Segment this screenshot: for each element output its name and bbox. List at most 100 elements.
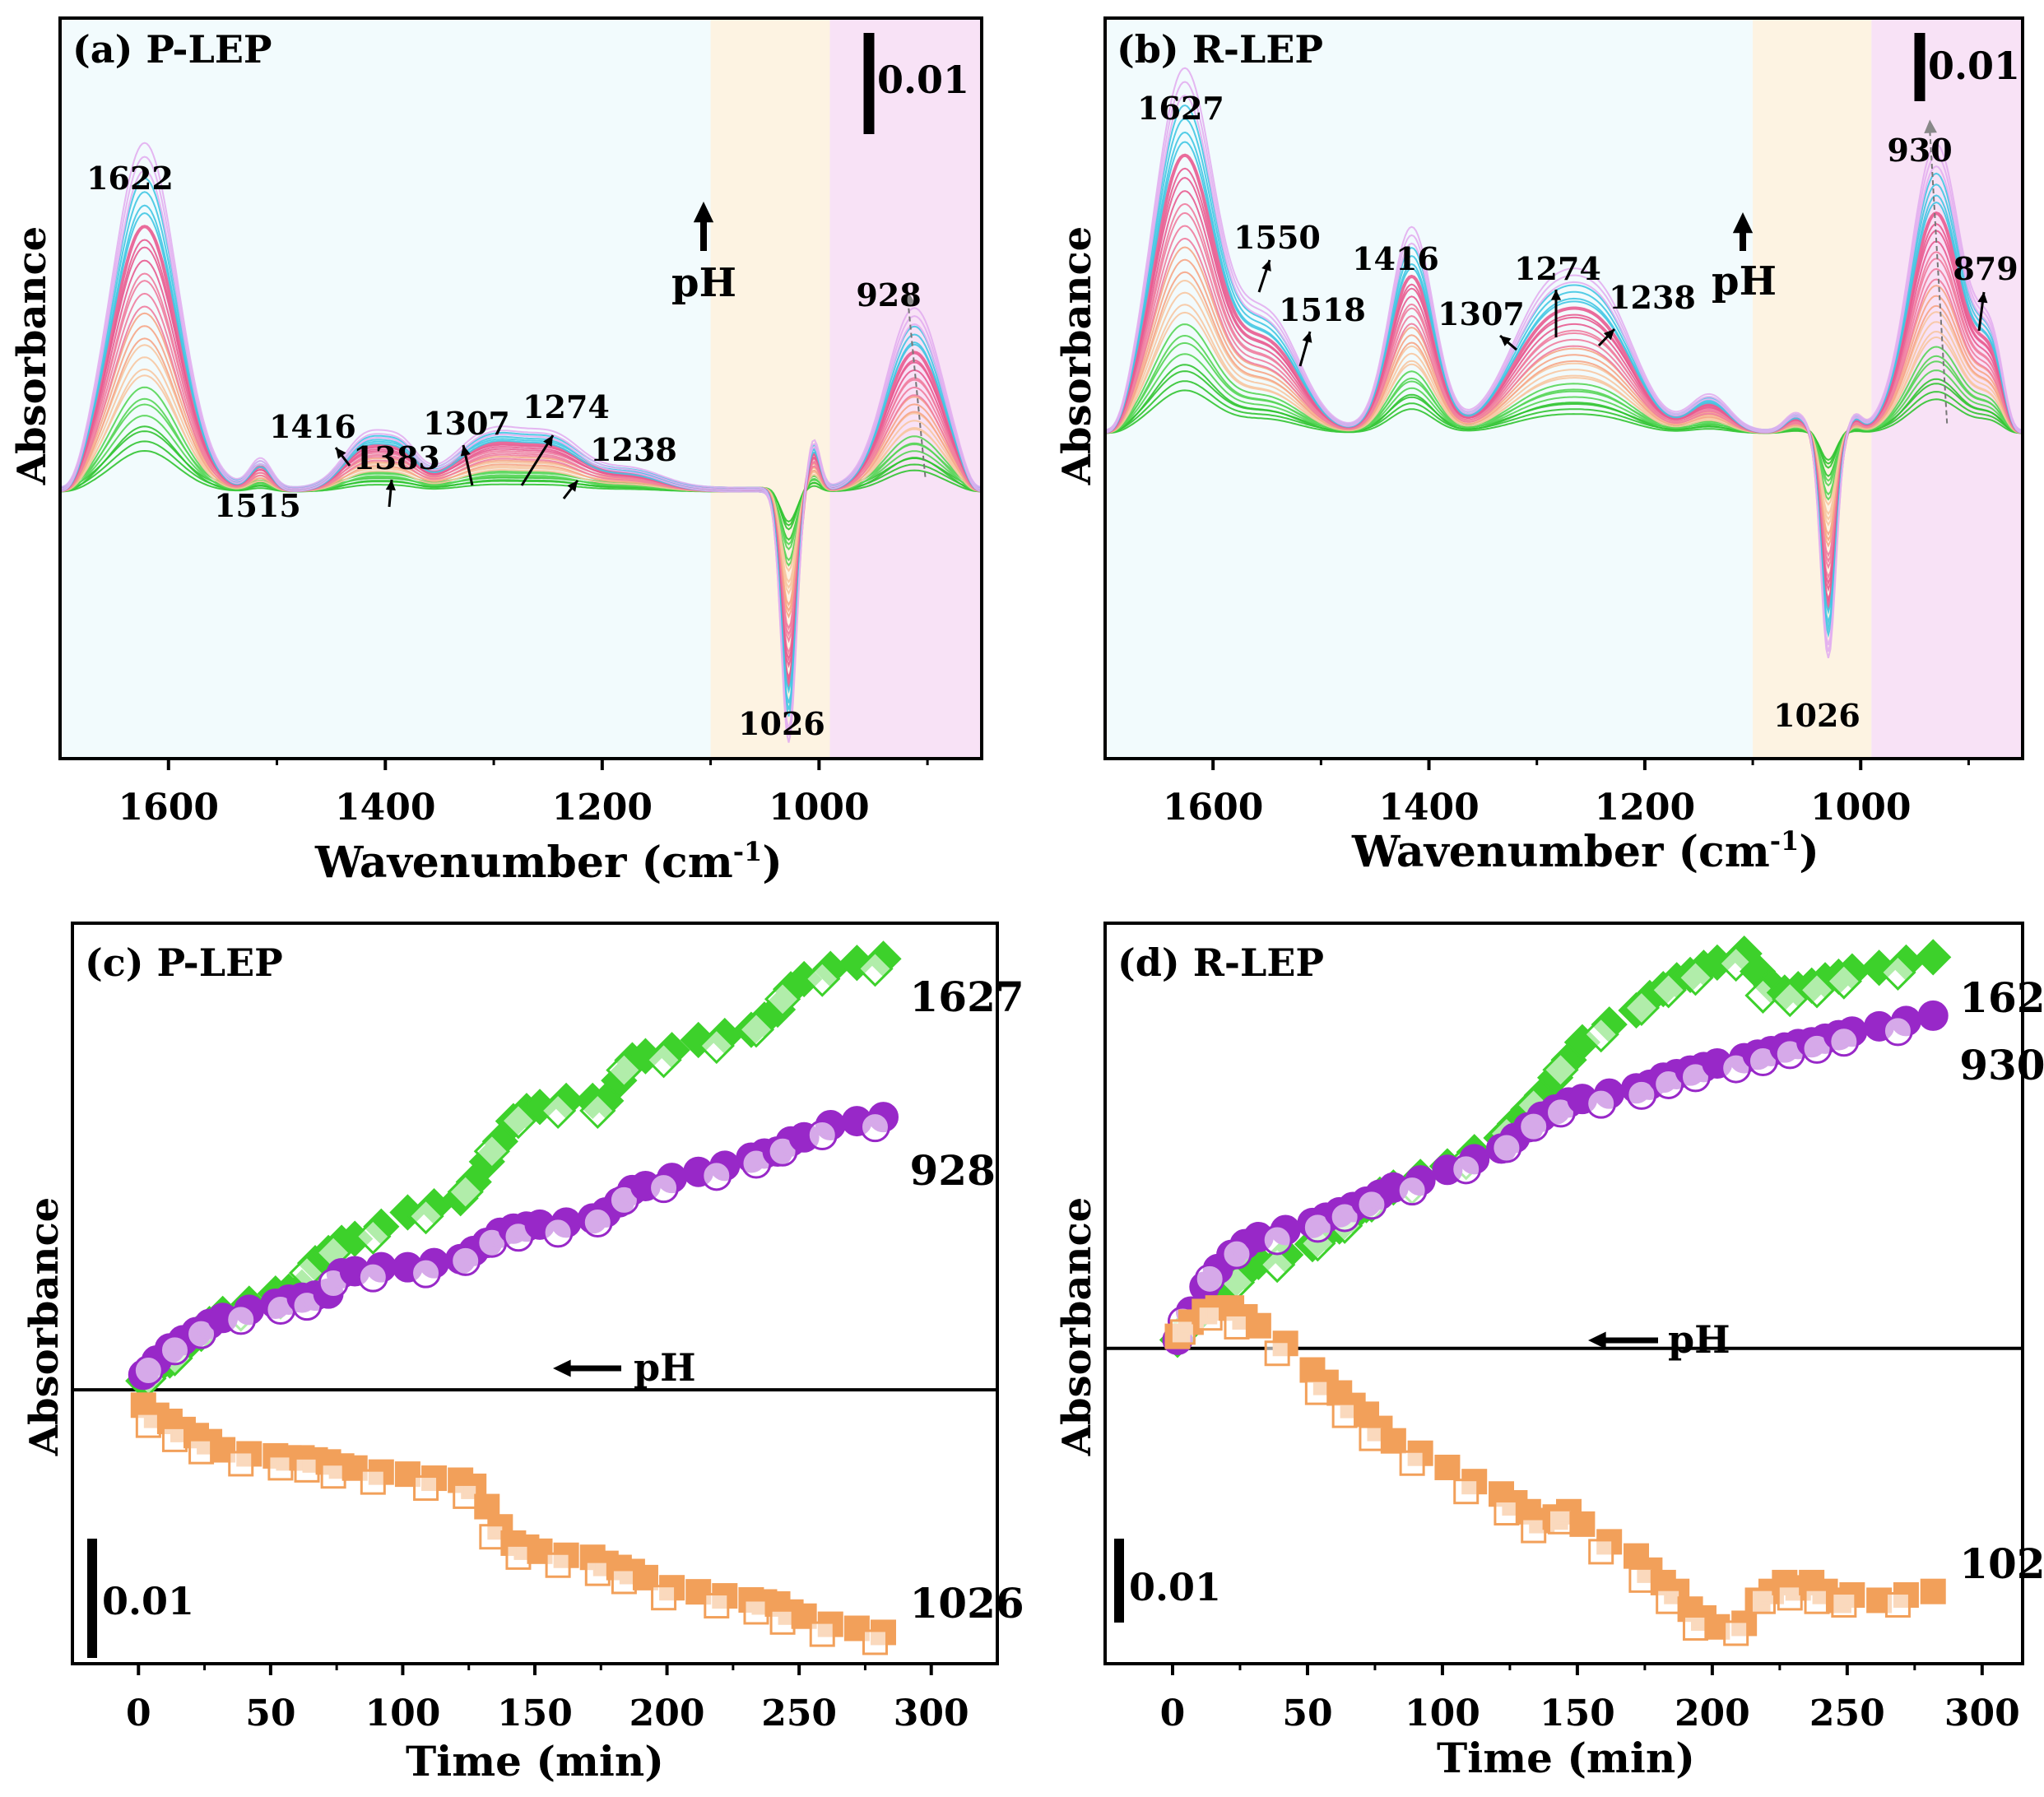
data-point-930-9-open xyxy=(1302,1212,1333,1243)
data-point-1026-9-open xyxy=(267,1455,294,1481)
data-point-930-7-open xyxy=(1261,1224,1293,1256)
x-tick-label-0: 0 xyxy=(1160,1693,1186,1734)
data-point-1026-43-open xyxy=(1884,1591,1911,1618)
data-point-1627-23-open xyxy=(499,1103,537,1140)
data-point-1625-43-open xyxy=(1879,954,1916,991)
data-point-928-31-open xyxy=(648,1172,680,1204)
scale-bar-label: 0.01 xyxy=(877,58,969,102)
data-point-1026-29-open xyxy=(1656,1588,1682,1614)
x-tick-label-6: 300 xyxy=(1944,1693,2020,1734)
peak-label-1550: 1550 xyxy=(1233,219,1321,256)
data-point-930-44-filled xyxy=(1917,1000,1949,1031)
data-point-1625-31-open xyxy=(1677,959,1714,996)
x-tick-label-2: 100 xyxy=(1405,1693,1480,1734)
data-point-1026-25-open xyxy=(1588,1539,1614,1565)
data-point-1026-37-open xyxy=(1777,1585,1803,1611)
data-point-1026-33-open xyxy=(704,1593,730,1619)
plot-frame xyxy=(1103,922,2024,1665)
data-point-1627-35-open xyxy=(737,1011,775,1048)
data-point-928-27-open xyxy=(582,1207,613,1238)
x-tick-label-0: 1600 xyxy=(1163,787,1263,829)
ph-arrow-head xyxy=(1732,212,1754,234)
peak-label-1026: 1026 xyxy=(738,705,825,742)
data-point-1627-21-open xyxy=(473,1133,510,1170)
data-point-1625-25-open xyxy=(1582,1016,1619,1053)
panel-title: (b) R-LEP xyxy=(1117,27,1323,72)
data-point-930-3-open xyxy=(1194,1263,1225,1294)
data-point-1625-44-filled xyxy=(1915,939,1952,976)
data-point-1625-29-open xyxy=(1650,972,1687,1009)
data-point-1627-15-open xyxy=(355,1218,392,1255)
x-axis-label: Wavenumber (cm-1) xyxy=(1351,825,1819,877)
peak-arrow-5-head xyxy=(543,435,553,447)
plot-background xyxy=(1105,923,2023,1664)
data-point-1026-39-open xyxy=(1804,1588,1830,1614)
spectrum-line-28 xyxy=(1104,81,2023,652)
data-point-1026-11-open xyxy=(1331,1402,1358,1428)
x-tick-label-6: 300 xyxy=(894,1693,969,1734)
peak-shift-guide-head xyxy=(1924,119,1937,134)
data-point-1026-44-filled xyxy=(1920,1578,1946,1604)
peak-arrow-3-head xyxy=(385,480,396,491)
spectrum-line-6 xyxy=(1104,334,2023,496)
data-point-1625-41-open xyxy=(1825,963,1862,1000)
shaded-region-0 xyxy=(1753,18,1872,759)
peak-label-1622: 1622 xyxy=(86,160,174,197)
data-point-928-29-open xyxy=(608,1184,639,1215)
y-axis-label: Absorbance xyxy=(9,226,55,485)
data-point-1026-5-open xyxy=(1224,1313,1250,1340)
ph-arrow-head xyxy=(693,202,714,223)
data-point-930-21-open xyxy=(1518,1111,1549,1142)
data-point-1627-19-open xyxy=(447,1173,484,1210)
series-930 xyxy=(1162,1000,1949,1355)
series-label-930: 930 xyxy=(1959,1041,2044,1089)
x-tick-label-0: 1600 xyxy=(118,787,219,829)
peak-label-1383: 1383 xyxy=(353,439,440,476)
peak-label-1416: 1416 xyxy=(1352,240,1439,277)
peak-label-1274: 1274 xyxy=(1514,250,1601,287)
data-point-1026-17-open xyxy=(413,1475,439,1502)
x-axis-label-superscript: -1 xyxy=(1770,825,1800,857)
data-point-1627-27-open xyxy=(579,1092,616,1130)
data-point-1026-25-open xyxy=(545,1552,571,1578)
series-928 xyxy=(128,1102,899,1391)
data-point-1026-39-open xyxy=(809,1621,835,1647)
data-point-1026-37-open xyxy=(769,1609,796,1635)
data-point-1026-16-filled xyxy=(1434,1454,1461,1480)
data-point-928-15-open xyxy=(357,1261,388,1293)
peak-arrow-2-head xyxy=(336,448,346,459)
x-tick-label-1: 50 xyxy=(1282,1693,1332,1734)
data-point-930-15-open xyxy=(1396,1175,1428,1206)
panel-c: 1627 928 1026 0 50 100 150 200 250 300 Time (min) A… xyxy=(21,922,1024,1785)
data-point-1026-21-open xyxy=(1521,1517,1547,1544)
peak-arrow-4-head xyxy=(460,445,471,457)
x-tick-label-1: 1400 xyxy=(335,787,435,829)
data-point-1026-5-open xyxy=(188,1438,215,1465)
data-point-1625-7-open xyxy=(1259,1246,1296,1284)
peak-label-879: 879 xyxy=(1953,250,2018,287)
series-label-1026: 1026 xyxy=(1959,1539,2044,1588)
peak-shift-guide xyxy=(907,300,927,477)
peak-label-1307: 1307 xyxy=(1438,295,1525,332)
x-tick-label-3: 1000 xyxy=(769,787,869,829)
data-point-1026-15-open xyxy=(1399,1450,1425,1476)
data-point-1026-29-open xyxy=(611,1568,637,1595)
x-axis-label-main: Wavenumber (cm xyxy=(314,838,733,888)
spectrum-line-12 xyxy=(1104,271,2023,536)
ph-label: pH xyxy=(1712,258,1777,304)
shaded-region-0 xyxy=(710,18,830,759)
data-point-928-37-open xyxy=(767,1135,798,1167)
data-point-1026-14-filled xyxy=(1380,1428,1406,1454)
y-axis-label: Absorbance xyxy=(1054,1197,1100,1456)
peak-arrow-6-head xyxy=(567,481,578,492)
scale-bar-label: 0.01 xyxy=(1928,44,2020,88)
panel-title: (a) P-LEP xyxy=(72,27,272,72)
data-point-1625-23-open xyxy=(1542,1052,1579,1089)
data-point-1026-1-open xyxy=(1169,1319,1196,1345)
data-point-930-17-open xyxy=(1451,1154,1482,1185)
data-point-1026-27-open xyxy=(584,1560,611,1586)
x-axis-label: Wavenumber (cm-1) xyxy=(314,836,783,888)
series-label-1625: 1625 xyxy=(1959,973,2044,1022)
